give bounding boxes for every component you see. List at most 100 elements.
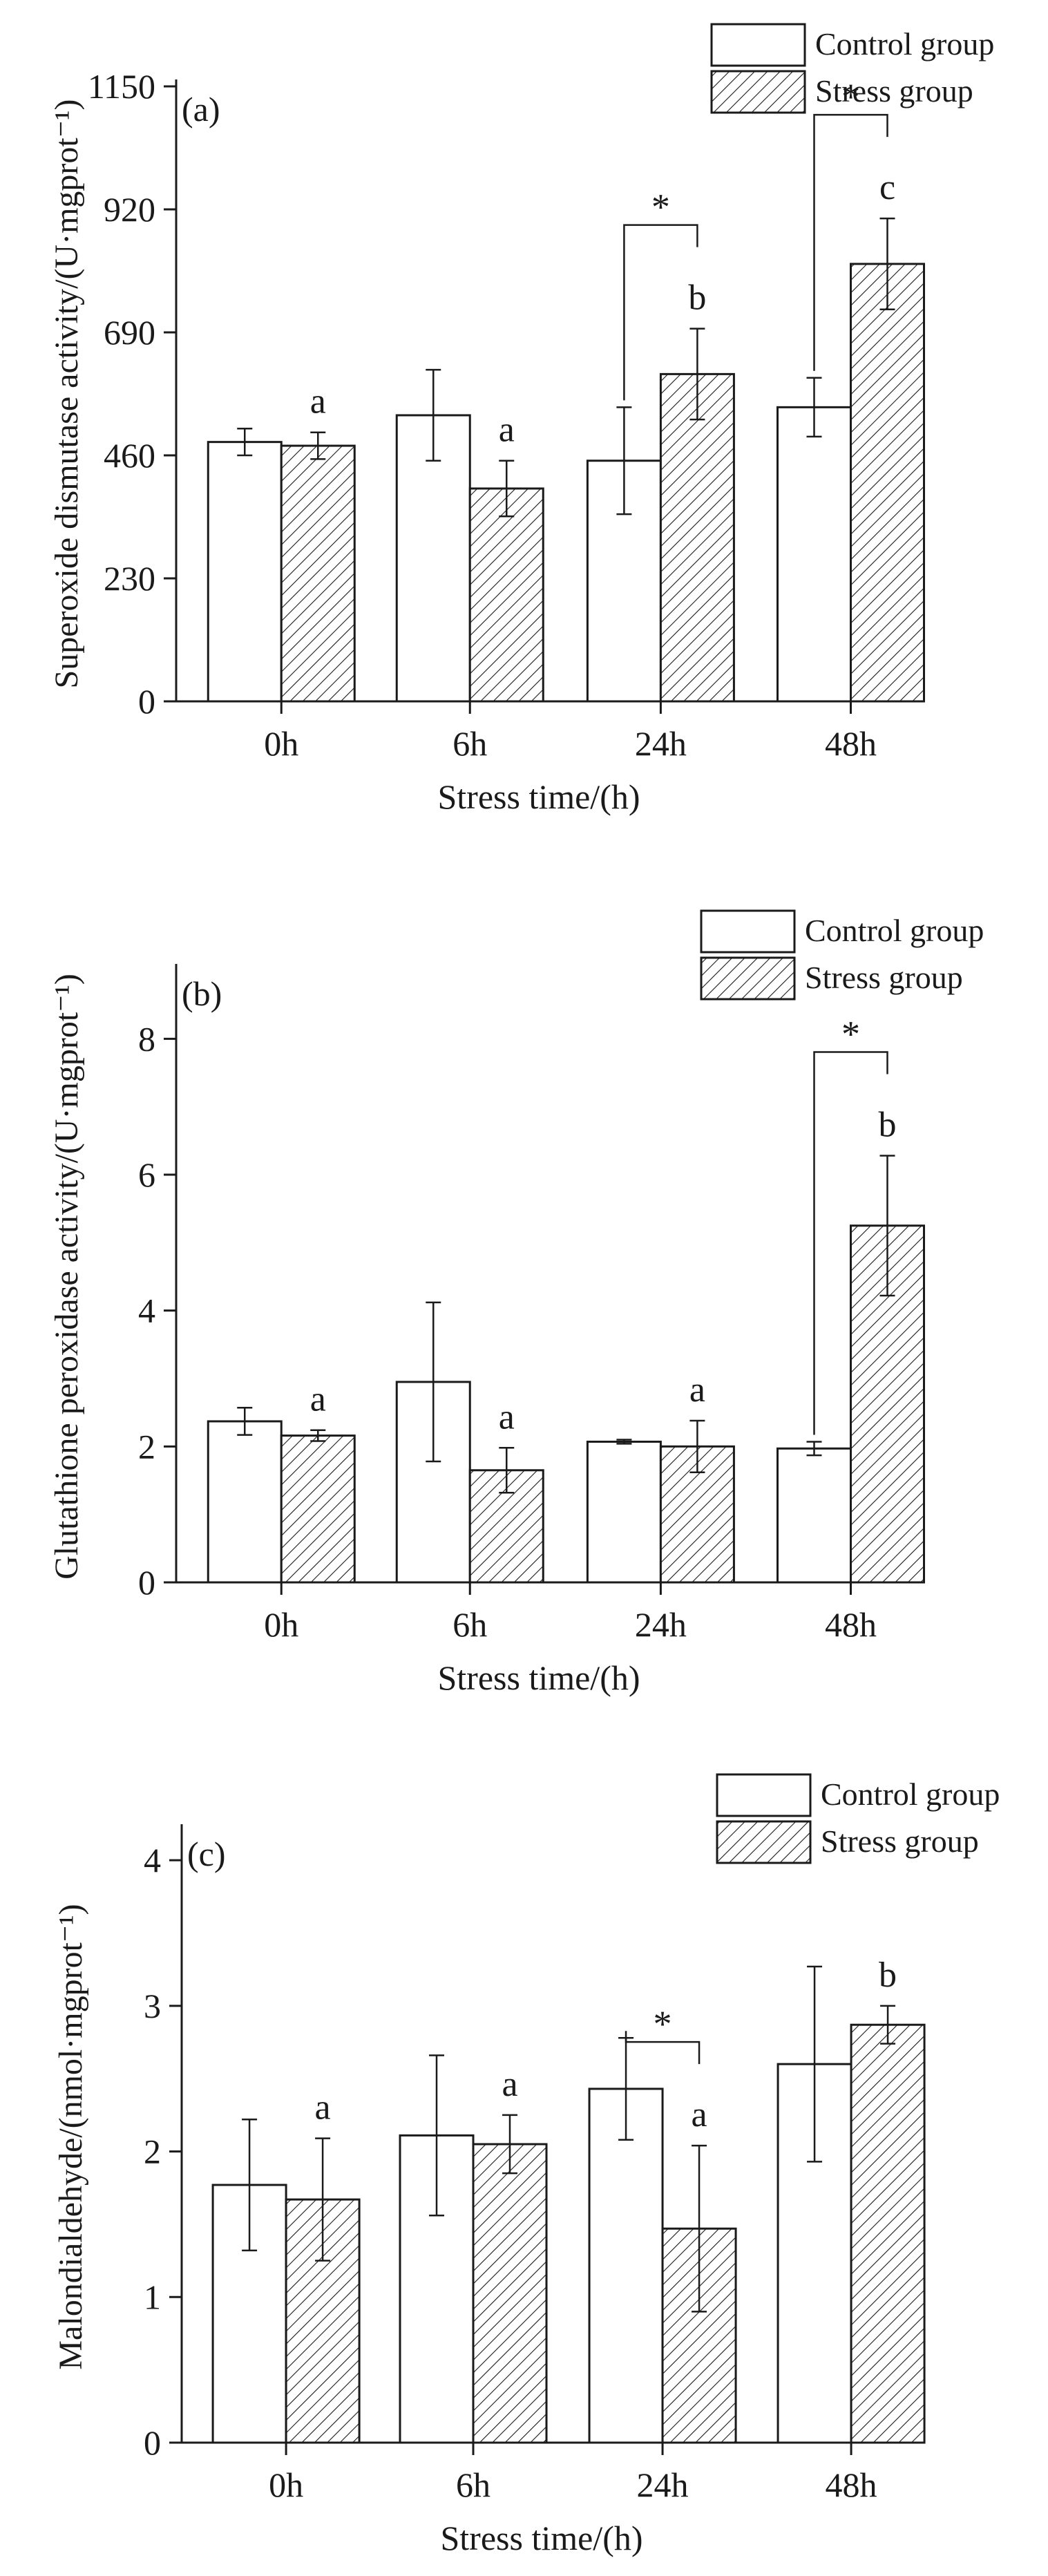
bar-group-48h: 48h b: [777, 1955, 926, 2504]
error-bar-control-48h: [806, 377, 822, 438]
x-tick-label: 48h: [825, 724, 877, 763]
x-tick-label: 24h: [635, 1605, 687, 1644]
bar-group-0h: 0h a: [211, 2088, 361, 2504]
bar-stress-48h: [850, 263, 925, 703]
bar-stress-24h: [659, 372, 735, 703]
y-tick-label: 1: [144, 2277, 161, 2316]
error-bar-control-24h: [616, 1439, 632, 1445]
bar-control-24h: [588, 2087, 664, 2444]
error-bar-control-6h: [426, 1301, 441, 1463]
significance-letter: b: [879, 1105, 897, 1144]
chart-panel-1: 0 230 460 690 920 1150 (a) Superoxide dismutase…: [48, 23, 994, 816]
error-bar-stress-24h: [689, 328, 705, 421]
y-tick-label: 0: [144, 2423, 161, 2462]
significance-star: *: [654, 2003, 672, 2045]
x-axis-title: Stress time/(h): [437, 1658, 640, 1697]
error-bar-stress-6h: [499, 1447, 515, 1494]
x-tick-label: 6h: [452, 724, 487, 763]
bar-control-48h: [777, 406, 852, 703]
y-axis-title: Malondialdehyde/(nmol·mgprot⁻¹): [53, 1904, 89, 2369]
error-bar-stress-24h: [692, 2144, 707, 2313]
bar-stress-48h: [850, 2023, 926, 2444]
bar-stress-0h: [280, 444, 356, 703]
significance-letter: a: [499, 1397, 515, 1437]
error-bar-control-6h: [426, 368, 441, 462]
bar-group-6h: 6h a: [399, 2054, 548, 2504]
legend-swatch-stress: [700, 956, 796, 1001]
error-bar-stress-0h: [315, 2137, 331, 2262]
x-tick-label: 24h: [635, 724, 687, 763]
bar-control-24h: [586, 1440, 662, 1584]
y-tick-label: 230: [104, 559, 155, 598]
x-axis-title: Stress time/(h): [440, 2519, 642, 2557]
significance-letter: a: [692, 2095, 707, 2134]
significance-letter: a: [310, 1380, 326, 1419]
error-bar-control-0h: [242, 2118, 258, 2252]
error-bar-control-48h: [806, 1441, 822, 1457]
error-bar-stress-6h: [502, 2114, 518, 2175]
bar-stress-6h: [468, 487, 544, 703]
bar-control-0h: [207, 441, 283, 703]
x-tick-label: 48h: [826, 2465, 877, 2504]
significance-bracket-24h: *: [625, 2003, 701, 2065]
bar-group-48h: 48h c: [777, 168, 925, 763]
bar-group-6h: 6h a: [395, 1301, 544, 1644]
chart-panel-3: 0 1 2 3 4 (c) Malondialdehyde/(nmol·mgprot⁻¹) S…: [53, 1773, 1000, 2557]
y-tick-label: 3: [144, 1987, 161, 2025]
significance-letter: a: [502, 2065, 517, 2104]
legend-label-control: Control group: [805, 913, 984, 948]
y-tick-label: 460: [104, 436, 155, 475]
legend-label-stress: Stress group: [815, 73, 973, 108]
significance-star: *: [841, 76, 860, 117]
legend-label-stress: Stress group: [821, 1824, 979, 1859]
legend-label-control: Control group: [821, 1777, 1000, 1812]
y-tick-label: 4: [144, 1841, 161, 1879]
bar-group-24h: 24h a: [588, 2036, 737, 2504]
panel-label: (a): [182, 90, 220, 129]
x-tick-label: 6h: [456, 2465, 490, 2504]
error-bar-stress-0h: [310, 1429, 326, 1442]
error-bar-stress-48h: [880, 2005, 896, 2045]
significance-star: *: [841, 1013, 860, 1054]
legend: Control group Stress group: [700, 909, 984, 1001]
y-tick-label: 2: [138, 1427, 155, 1466]
bar-group-24h: 24h b: [586, 278, 735, 763]
chart-panel-2: 0 2 4 6 8 (b) Glutathione peroxidase activity/…: [48, 909, 984, 1697]
error-bar-control-0h: [237, 1407, 253, 1436]
error-bar-control-0h: [237, 428, 253, 457]
legend-swatch-control: [716, 1773, 812, 1817]
x-tick-label: 6h: [452, 1605, 487, 1644]
significance-letter: c: [879, 168, 895, 207]
error-bar-stress-48h: [879, 1155, 895, 1297]
error-bar-control-6h: [429, 2054, 445, 2217]
x-axis-title: Stress time/(h): [437, 777, 640, 816]
error-bar-stress-0h: [310, 431, 326, 460]
significance-bracket-24h: *: [623, 187, 698, 401]
significance-letter: b: [688, 278, 706, 318]
bar-group-24h: 24h a: [586, 1370, 735, 1644]
panel-label: (c): [187, 1835, 226, 1873]
legend-label-control: Control group: [815, 26, 994, 61]
bar-group-6h: 6h a: [395, 368, 544, 763]
error-bar-control-24h: [616, 406, 632, 515]
legend-swatch-control: [710, 23, 806, 67]
legend-swatch-control: [700, 909, 796, 954]
bar-stress-0h: [280, 1434, 356, 1584]
y-tick-label: 920: [104, 190, 155, 229]
bar-group-0h: 0h a: [207, 382, 356, 763]
x-tick-label: 48h: [825, 1605, 877, 1644]
y-tick-label: 4: [138, 1291, 155, 1330]
legend: Control group Stress group: [710, 23, 994, 114]
x-tick-label: 0h: [269, 2465, 303, 2504]
significance-letter: a: [499, 410, 515, 450]
y-tick-label: 6: [138, 1155, 155, 1194]
bar-group-0h: 0h a: [207, 1380, 356, 1644]
bar-control-6h: [395, 414, 471, 703]
panel-label: (b): [182, 974, 222, 1013]
y-tick-label: 1150: [88, 67, 155, 106]
legend-label-stress: Stress group: [805, 960, 963, 995]
y-axis-title: Glutathione peroxidase activity/(U·mgpro…: [48, 974, 85, 1580]
error-bar-stress-48h: [879, 217, 895, 310]
